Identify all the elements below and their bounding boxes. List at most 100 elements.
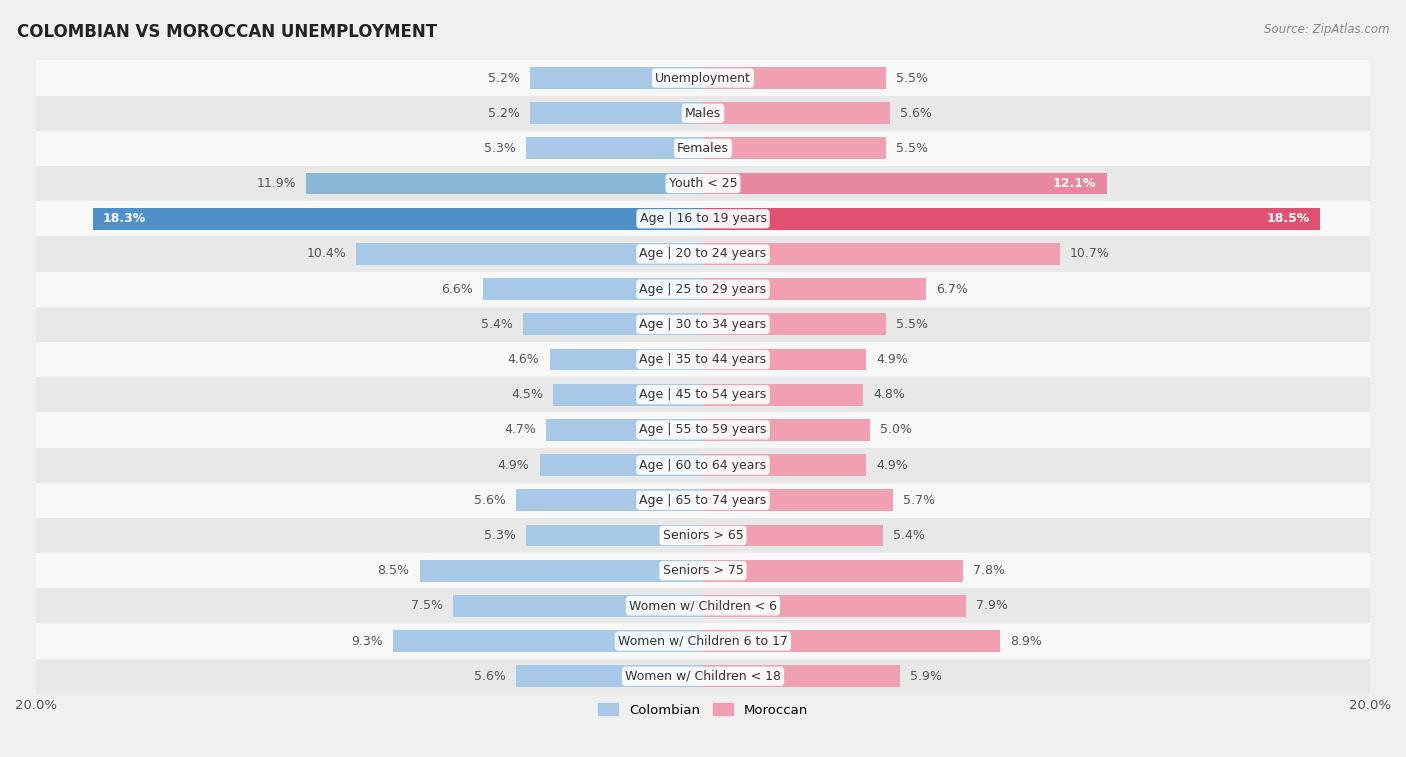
Text: 5.5%: 5.5% xyxy=(897,71,928,85)
Bar xyxy=(453,595,703,617)
Bar xyxy=(37,447,1369,483)
Text: Age | 25 to 29 years: Age | 25 to 29 years xyxy=(640,282,766,296)
Text: 5.3%: 5.3% xyxy=(484,142,516,155)
Bar xyxy=(419,559,703,581)
Text: Source: ZipAtlas.com: Source: ZipAtlas.com xyxy=(1264,23,1389,36)
Text: 5.2%: 5.2% xyxy=(488,71,520,85)
Text: 12.1%: 12.1% xyxy=(1053,177,1097,190)
Text: 6.7%: 6.7% xyxy=(936,282,969,296)
Bar xyxy=(37,413,1369,447)
Text: Seniors > 65: Seniors > 65 xyxy=(662,529,744,542)
Text: 5.5%: 5.5% xyxy=(897,142,928,155)
Bar xyxy=(37,272,1369,307)
Bar xyxy=(703,173,1107,195)
Text: 5.6%: 5.6% xyxy=(474,494,506,506)
Bar xyxy=(547,419,703,441)
Text: Females: Females xyxy=(678,142,728,155)
Text: 4.9%: 4.9% xyxy=(876,459,908,472)
Bar xyxy=(530,102,703,124)
Text: Age | 65 to 74 years: Age | 65 to 74 years xyxy=(640,494,766,506)
Text: 4.6%: 4.6% xyxy=(508,353,540,366)
Bar xyxy=(703,138,886,159)
Text: 5.0%: 5.0% xyxy=(880,423,911,436)
Text: 8.9%: 8.9% xyxy=(1010,634,1042,647)
Bar xyxy=(530,67,703,89)
Text: 11.9%: 11.9% xyxy=(256,177,297,190)
Bar xyxy=(356,243,703,265)
Bar xyxy=(392,630,703,652)
Text: Women w/ Children < 6: Women w/ Children < 6 xyxy=(628,600,778,612)
Bar xyxy=(37,307,1369,342)
Text: 5.6%: 5.6% xyxy=(474,670,506,683)
Bar xyxy=(703,419,870,441)
Text: 5.9%: 5.9% xyxy=(910,670,942,683)
Text: Seniors > 75: Seniors > 75 xyxy=(662,564,744,577)
Bar xyxy=(703,313,886,335)
Bar xyxy=(37,342,1369,377)
Bar xyxy=(703,102,890,124)
Bar xyxy=(37,236,1369,272)
Bar xyxy=(550,349,703,370)
Text: 4.9%: 4.9% xyxy=(498,459,530,472)
Legend: Colombian, Moroccan: Colombian, Moroccan xyxy=(593,698,813,722)
Text: 5.5%: 5.5% xyxy=(897,318,928,331)
Text: 8.5%: 8.5% xyxy=(378,564,409,577)
Text: Age | 35 to 44 years: Age | 35 to 44 years xyxy=(640,353,766,366)
Bar xyxy=(703,208,1320,229)
Text: Women w/ Children 6 to 17: Women w/ Children 6 to 17 xyxy=(619,634,787,647)
Bar xyxy=(526,138,703,159)
Bar xyxy=(37,518,1369,553)
Bar xyxy=(703,489,893,511)
Text: 5.4%: 5.4% xyxy=(481,318,513,331)
Text: 4.8%: 4.8% xyxy=(873,388,905,401)
Text: 7.9%: 7.9% xyxy=(977,600,1008,612)
Text: COLOMBIAN VS MOROCCAN UNEMPLOYMENT: COLOMBIAN VS MOROCCAN UNEMPLOYMENT xyxy=(17,23,437,41)
Bar xyxy=(37,588,1369,624)
Text: Age | 16 to 19 years: Age | 16 to 19 years xyxy=(640,212,766,226)
Bar xyxy=(516,489,703,511)
Bar xyxy=(37,483,1369,518)
Bar xyxy=(37,61,1369,95)
Text: Age | 30 to 34 years: Age | 30 to 34 years xyxy=(640,318,766,331)
Text: Males: Males xyxy=(685,107,721,120)
Bar xyxy=(703,559,963,581)
Text: Age | 60 to 64 years: Age | 60 to 64 years xyxy=(640,459,766,472)
Text: 6.6%: 6.6% xyxy=(441,282,472,296)
Bar xyxy=(526,525,703,547)
Text: Age | 20 to 24 years: Age | 20 to 24 years xyxy=(640,248,766,260)
Text: Youth < 25: Youth < 25 xyxy=(669,177,737,190)
Bar xyxy=(703,454,866,476)
Text: 4.7%: 4.7% xyxy=(505,423,536,436)
Bar xyxy=(523,313,703,335)
Text: 4.5%: 4.5% xyxy=(510,388,543,401)
Text: Women w/ Children < 18: Women w/ Children < 18 xyxy=(626,670,780,683)
Bar xyxy=(703,630,1000,652)
Text: Unemployment: Unemployment xyxy=(655,71,751,85)
Text: 5.3%: 5.3% xyxy=(484,529,516,542)
Bar xyxy=(307,173,703,195)
Text: 5.7%: 5.7% xyxy=(903,494,935,506)
Bar xyxy=(703,67,886,89)
Text: 5.4%: 5.4% xyxy=(893,529,925,542)
Bar xyxy=(703,525,883,547)
Bar xyxy=(703,595,966,617)
Bar xyxy=(703,279,927,300)
Bar xyxy=(516,665,703,687)
Bar xyxy=(37,377,1369,413)
Text: 7.5%: 7.5% xyxy=(411,600,443,612)
Text: 9.3%: 9.3% xyxy=(352,634,382,647)
Bar xyxy=(703,384,863,406)
Bar xyxy=(37,131,1369,166)
Bar xyxy=(540,454,703,476)
Bar xyxy=(93,208,703,229)
Text: 7.8%: 7.8% xyxy=(973,564,1005,577)
Bar xyxy=(37,166,1369,201)
Bar xyxy=(482,279,703,300)
Text: 18.5%: 18.5% xyxy=(1267,212,1310,226)
Text: 5.2%: 5.2% xyxy=(488,107,520,120)
Text: 18.3%: 18.3% xyxy=(103,212,146,226)
Text: 10.4%: 10.4% xyxy=(307,248,346,260)
Bar xyxy=(37,201,1369,236)
Text: 5.6%: 5.6% xyxy=(900,107,932,120)
Bar xyxy=(703,243,1060,265)
